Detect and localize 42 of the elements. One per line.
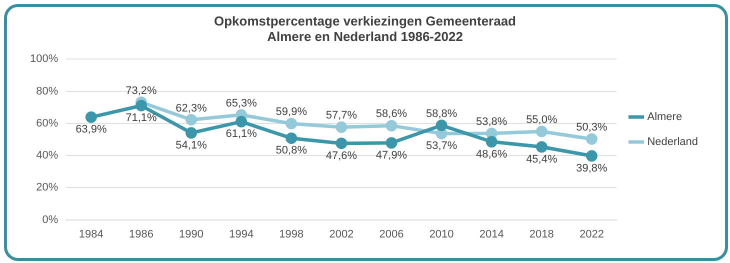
x-tick-label: 2006	[379, 228, 404, 240]
data-label: 73,2%	[126, 84, 158, 97]
x-tick-label: 1998	[279, 228, 304, 240]
x-tick-label: 2022	[579, 228, 604, 240]
data-label: 53,8%	[476, 116, 508, 128]
data-label: 59,9%	[276, 106, 308, 118]
x-tick-label: 1994	[229, 228, 254, 240]
data-label: 50,3%	[576, 122, 608, 134]
data-label: 58,8%	[426, 108, 458, 120]
data-label: 54,1%	[176, 139, 208, 152]
data-label: 55,0%	[526, 114, 558, 126]
data-label: 45,4%	[526, 153, 558, 166]
x-tick-label: 2010	[429, 228, 454, 240]
data-label: 53,7%	[426, 140, 458, 152]
data-label: 58,6%	[376, 108, 408, 120]
x-tick-label: 2018	[529, 228, 554, 240]
data-label: 71,1%	[126, 112, 158, 124]
data-label: 61,1%	[226, 128, 258, 140]
y-tick-label: 60%	[36, 117, 58, 130]
legend-label: Almere	[647, 111, 682, 124]
data-label: 47,6%	[326, 150, 358, 162]
y-tick-label: 80%	[36, 85, 58, 98]
data-label: 63,9%	[76, 124, 107, 136]
x-tick-label: 1984	[78, 228, 104, 240]
chart-subtitle: Almere en Nederland 1986-2022	[267, 28, 463, 44]
chart-title: Opkomstpercentage verkiezingen Gemeenteraad	[214, 13, 516, 28]
data-label: 50,8%	[276, 144, 308, 157]
data-label: 39,8%	[576, 162, 608, 174]
data-label: 65,3%	[226, 97, 258, 110]
data-label: 62,3%	[176, 102, 208, 114]
data-label: 57,7%	[326, 110, 358, 122]
x-tick-label: 2002	[329, 228, 354, 240]
x-tick-label: 2014	[479, 228, 504, 240]
y-tick-label: 100%	[30, 53, 58, 66]
y-tick-label: 20%	[36, 182, 58, 194]
legend-label: Nederland	[647, 136, 698, 148]
data-label: 48,6%	[476, 148, 508, 160]
x-tick-label: 1986	[128, 228, 154, 240]
y-tick-label: 0%	[42, 214, 58, 226]
data-label: 47,9%	[376, 149, 408, 162]
y-tick-label: 40%	[36, 150, 58, 162]
x-tick-label: 1990	[179, 228, 204, 240]
